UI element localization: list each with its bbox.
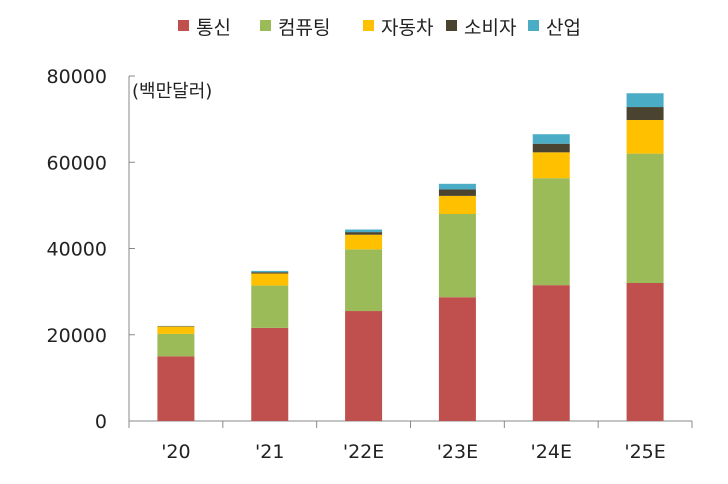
x-tick-label: '24E: [531, 441, 572, 463]
legend-label: 소비자: [464, 17, 516, 39]
x-tick-label: '21: [255, 441, 284, 463]
bar-segment-산업-'21: [251, 270, 289, 273]
bar-segment-컴퓨팅-'20: [157, 333, 195, 357]
legend-swatch: [446, 20, 457, 31]
y-tick-label: 60000: [47, 152, 107, 174]
bar-segment-통신-'21: [251, 327, 289, 421]
bar-segment-자동차-'21: [251, 273, 289, 286]
bar-segment-컴퓨팅-'25E: [626, 153, 664, 283]
bar-segment-컴퓨팅-'21: [251, 285, 289, 328]
legend-label: 산업: [546, 17, 581, 39]
bar-segment-자동차-'22E: [345, 234, 383, 250]
legend-label: 통신: [196, 17, 231, 39]
bar-segment-소비자-'21: [251, 272, 289, 274]
bar-segment-산업-'22E: [345, 229, 383, 233]
axes: 0 20000 40000 60000 80000 '20 '21 '22E '23E '24E '…: [47, 66, 693, 463]
y-tick-label: 0: [95, 411, 107, 433]
bar-segment-자동차-'24E: [532, 152, 570, 179]
y-axis-unit-label: (백만달러): [132, 81, 212, 102]
bar-segment-통신-'20: [157, 356, 195, 421]
bar-segment-자동차-'23E: [438, 195, 476, 214]
x-tick-label: '25E: [624, 441, 665, 463]
y-tick-label: 20000: [47, 325, 107, 347]
x-tick-label: '22E: [343, 441, 384, 463]
bar-segment-산업-'23E: [438, 183, 476, 190]
bar-segment-소비자-'23E: [438, 189, 476, 196]
bar-segment-자동차-'25E: [626, 119, 664, 154]
legend-swatch: [363, 20, 374, 31]
x-tick-label: '23E: [437, 441, 478, 463]
y-tick-label: 80000: [47, 66, 107, 88]
legend-label: 컴퓨팅: [278, 17, 330, 39]
x-tick-label: '20: [161, 441, 190, 463]
bar-segment-산업-'24E: [532, 134, 570, 144]
legend-swatch: [528, 20, 539, 31]
bar-segment-컴퓨팅-'24E: [532, 178, 570, 286]
bars: [157, 93, 664, 421]
bar-segment-통신-'22E: [345, 311, 383, 421]
legend-swatch: [178, 20, 189, 31]
bar-segment-통신-'25E: [626, 283, 664, 421]
bar-segment-자동차-'20: [157, 326, 195, 334]
bar-segment-소비자-'25E: [626, 107, 664, 120]
legend-label: 자동차: [381, 17, 433, 39]
bar-segment-통신-'24E: [532, 285, 570, 421]
bar-segment-통신-'23E: [438, 297, 476, 421]
y-tick-label: 40000: [47, 239, 107, 261]
bar-segment-소비자-'24E: [532, 143, 570, 153]
bar-segment-컴퓨팅-'23E: [438, 214, 476, 298]
legend-swatch: [260, 20, 271, 31]
legend: 통신 컴퓨팅 자동차 소비자 산업: [178, 17, 581, 39]
bar-segment-산업-'25E: [626, 93, 664, 108]
bar-segment-소비자-'22E: [345, 232, 383, 235]
bar-segment-컴퓨팅-'22E: [345, 249, 383, 312]
